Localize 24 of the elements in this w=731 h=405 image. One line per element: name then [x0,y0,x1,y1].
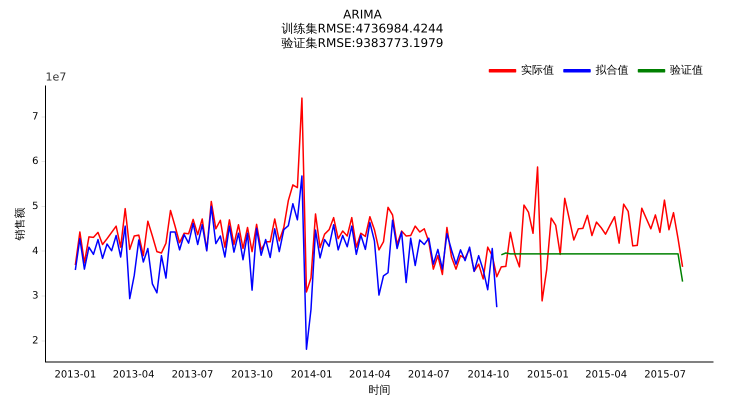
chart-title: ARIMA 训练集RMSE:4736984.4244 验证集RMSE:9383773.1979 [282,7,444,50]
x-tick-label: 2014-04 [348,369,391,380]
x-tick-label: 2014-10 [467,369,510,380]
x-tick-label: 2014-07 [408,369,450,380]
y-tick-label: 5 [32,201,39,212]
y-tick-label: 7 [32,111,39,122]
x-axis-title: 时间 [368,383,390,396]
x-tick-label: 2015-04 [585,369,628,380]
x-tick-label: 2015-01 [527,369,569,380]
x-tick-label: 2014-01 [290,369,333,380]
legend-label: 验证值 [670,64,703,77]
x-tick-label: 2013-07 [172,369,214,380]
y-tick-label: 4 [32,246,39,257]
legend-label: 实际值 [521,64,554,77]
x-tick-label: 2013-10 [231,369,273,380]
text: 1e7 [46,70,66,84]
y-axis-title: 销售额 [13,208,26,242]
y-tick-label: 6 [32,156,39,168]
x-tick-label: 2013-01 [54,369,96,380]
legend-label: 拟合值 [596,64,628,77]
y-tick-label: 2 [32,335,39,346]
x-tick-label: 2015-07 [644,369,686,380]
x-tick-label: 2013-04 [112,369,155,380]
y-tick-label: 3 [32,290,39,302]
